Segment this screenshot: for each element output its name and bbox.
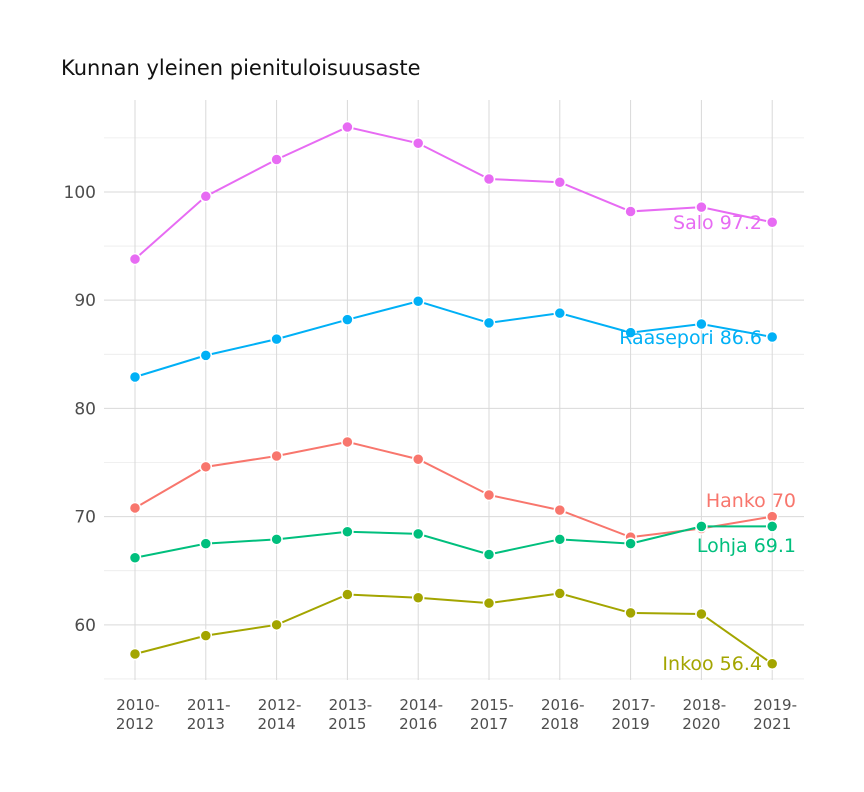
data-point-inkoo (270, 618, 283, 632)
x-tick-label: 2019-2021 (753, 696, 797, 733)
data-point-salo (695, 200, 708, 214)
series-line-hanko (134, 440, 773, 539)
series-line-raasepori (134, 300, 773, 378)
data-point-hanko (199, 460, 213, 474)
end-label-lohja: Lohja 69.1 (697, 535, 796, 557)
data-point-hanko (482, 488, 496, 502)
data-point-lohja (128, 551, 142, 564)
data-point-lohja (341, 525, 354, 539)
data-point-raasepori (128, 370, 142, 384)
data-point-raasepori (482, 316, 496, 330)
chart-title: Kunnan yleinen pienituloisuusaste (61, 56, 421, 80)
data-point-hanko (128, 501, 142, 515)
series-line-inkoo (134, 592, 773, 665)
data-point-hanko (270, 449, 283, 463)
x-tick-label: 2010-2012 (116, 696, 160, 733)
x-tick-label: 2015-2017 (470, 696, 514, 733)
data-point-salo (624, 205, 637, 218)
data-point-inkoo (199, 629, 213, 642)
data-point-inkoo (553, 587, 567, 600)
end-label-raasepori: Raasepori 86.6 (619, 327, 762, 349)
y-tick-label: 100 (64, 183, 96, 203)
data-point-salo (270, 153, 283, 166)
data-point-inkoo (765, 657, 779, 671)
data-point-inkoo (624, 606, 637, 620)
data-point-lohja (765, 520, 779, 533)
x-tick-label: 2011-2013 (187, 696, 231, 733)
end-label-inkoo: Inkoo 56.4 (662, 653, 762, 675)
data-point-inkoo (341, 588, 354, 601)
data-point-salo (341, 120, 354, 134)
x-tick-label: 2018-2020 (682, 696, 726, 733)
data-point-raasepori (270, 332, 283, 346)
x-tick-label: 2017-2019 (612, 696, 656, 733)
data-point-raasepori (411, 295, 425, 308)
data-point-lohja (624, 537, 637, 550)
x-tick-label: 2016-2018 (541, 696, 585, 733)
y-tick-label: 80 (74, 399, 96, 419)
data-point-raasepori (695, 317, 708, 331)
data-point-inkoo (482, 596, 496, 610)
data-point-lohja (411, 527, 425, 541)
data-point-lohja (695, 520, 708, 533)
data-point-hanko (553, 503, 567, 517)
series-line-salo (134, 126, 773, 260)
data-point-raasepori (553, 306, 567, 320)
data-point-inkoo (128, 647, 142, 661)
data-point-raasepori (341, 313, 354, 326)
data-point-raasepori (765, 330, 779, 344)
data-point-lohja (199, 537, 213, 550)
data-point-hanko (341, 435, 354, 449)
data-point-lohja (482, 548, 496, 561)
data-point-salo (199, 190, 213, 203)
data-point-salo (553, 175, 567, 189)
data-point-inkoo (695, 607, 708, 621)
data-point-salo (128, 252, 142, 266)
x-tick-label: 2013-2015 (328, 696, 372, 733)
data-point-raasepori (624, 326, 637, 339)
data-point-raasepori (199, 349, 213, 362)
data-point-lohja (270, 533, 283, 546)
data-point-salo (765, 216, 779, 229)
end-label-salo: Salo 97.2 (673, 212, 762, 234)
y-tick-label: 60 (74, 616, 96, 636)
data-point-lohja (553, 533, 567, 546)
series-line-lohja (134, 525, 773, 559)
data-point-inkoo (411, 591, 425, 605)
y-tick-label: 70 (74, 508, 96, 528)
y-tick-label: 90 (74, 291, 96, 311)
data-point-salo (482, 172, 496, 186)
data-point-hanko (411, 453, 425, 466)
end-label-hanko: Hanko 70 (706, 490, 796, 512)
x-tick-label: 2014-2016 (399, 696, 443, 733)
x-tick-label: 2012-2014 (258, 696, 302, 733)
data-point-salo (411, 137, 425, 150)
